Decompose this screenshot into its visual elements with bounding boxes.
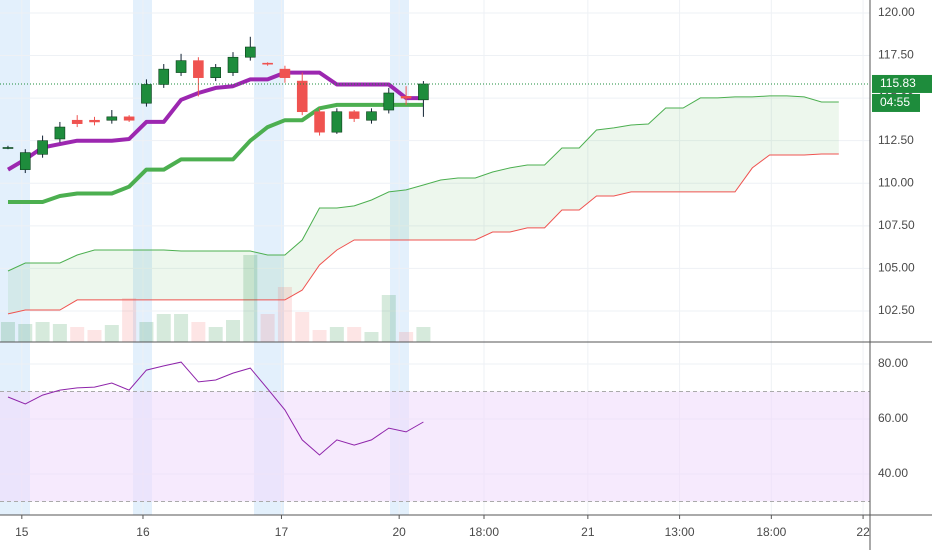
cloud-span-b [7,153,839,315]
candle-body [418,83,429,101]
candle-body [106,116,118,121]
x-tick-label: 18:00 [469,525,499,539]
volume-bar [191,322,206,342]
candle-body [210,67,221,78]
cloud-fill [8,95,839,314]
y-tick-label: 80.00 [878,356,908,370]
volume-bar [381,295,396,342]
y-tick-label: 112.50 [878,133,914,147]
volume-bar [416,327,431,342]
candle-body [141,84,152,104]
y-tick-label: 40.00 [878,466,908,480]
volume-bar [122,298,137,342]
candle-body [54,126,66,140]
y-tick-label: 117.50 [878,48,914,62]
volume-bar [312,330,327,342]
x-tick-label: 13:00 [665,525,695,539]
candle-body [37,140,48,155]
volume-bar [174,314,189,342]
x-tick-label: 18:00 [756,525,786,539]
candle-body [123,116,135,121]
candle-body [71,119,83,124]
y-tick-label: 102.50 [878,303,915,317]
price-label: 115.83 [880,76,916,90]
volume-bar [70,327,85,342]
y-tick-label: 107.50 [878,218,915,232]
x-tick-label: 15 [15,525,29,539]
indicator-line [6,70,424,172]
candle-body [314,111,325,133]
candle-body [331,111,343,133]
candle-body [383,92,395,111]
candle-body [193,60,204,78]
indicator-line [8,102,424,204]
volume-bar [277,287,292,342]
x-tick-label: 21 [581,525,595,539]
candle-body [227,56,239,73]
volume-bar [18,324,33,342]
price-label-box [872,74,932,93]
candle-body [400,96,412,99]
volume-bar [243,255,258,342]
y-tick-label: 105.00 [878,261,915,275]
volume-bar [139,322,154,342]
volume-bar [329,327,344,342]
rsi-band [0,391,870,502]
candle-body [89,119,100,123]
volume-bar [260,314,275,342]
volume-bar [104,325,119,342]
x-tick-label: 20 [392,525,406,539]
volume-bar [156,314,171,342]
countdown-label: 04:55 [880,95,910,109]
volume-bar [52,324,67,342]
x-tick-label: 16 [136,525,150,539]
candle-body [245,46,256,58]
y-tick-label: 110.00 [878,175,914,189]
y-tick-label: 60.00 [878,411,908,425]
volume-bar [399,332,414,342]
volume-bar [225,320,240,342]
candle-body [175,60,187,73]
candle-body [348,111,360,119]
volume-bar [87,330,102,342]
y-tick-label: 120.00 [878,5,915,19]
volume-bar [35,322,50,342]
countdown-box [872,93,920,112]
candle-body [262,62,273,65]
candle-body [158,68,170,85]
candle-body [2,147,14,149]
volume-bar [0,322,15,342]
volume-bar [364,332,379,342]
cloud-span-a [7,95,839,272]
x-tick-label: 22 [856,525,870,539]
candle-body [19,152,31,170]
candle-body [279,68,291,78]
volume-bar [347,327,362,342]
x-tick-label: 17 [275,525,289,539]
candle-body [366,111,377,121]
volume-bar [295,312,310,342]
session-band [254,0,284,342]
rsi-line [7,361,424,456]
volume-bar [208,327,223,342]
candle-body [296,80,308,113]
